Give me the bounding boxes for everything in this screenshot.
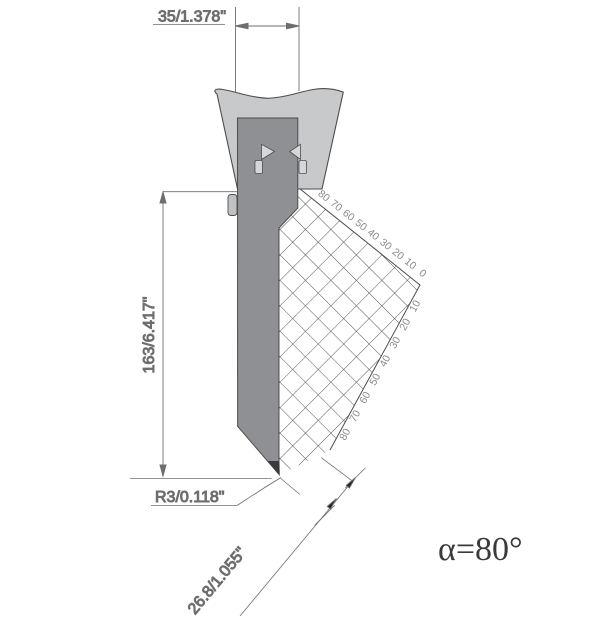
svg-text:40: 40 [365,227,382,244]
svg-text:60: 60 [340,207,357,224]
svg-text:70: 70 [328,197,345,214]
svg-text:26.8/1.055": 26.8/1.055" [185,544,250,617]
svg-text:80: 80 [315,188,332,205]
svg-text:R3/0.118": R3/0.118" [155,489,224,506]
svg-text:10: 10 [402,256,419,273]
svg-text:30: 30 [377,236,394,253]
svg-text:35/1.378": 35/1.378" [158,9,226,26]
svg-text:163/6.417": 163/6.417" [141,297,158,374]
svg-text:α=80°: α=80° [438,531,523,568]
svg-text:20: 20 [390,246,407,263]
svg-text:0: 0 [417,267,429,280]
svg-text:50: 50 [353,217,370,234]
